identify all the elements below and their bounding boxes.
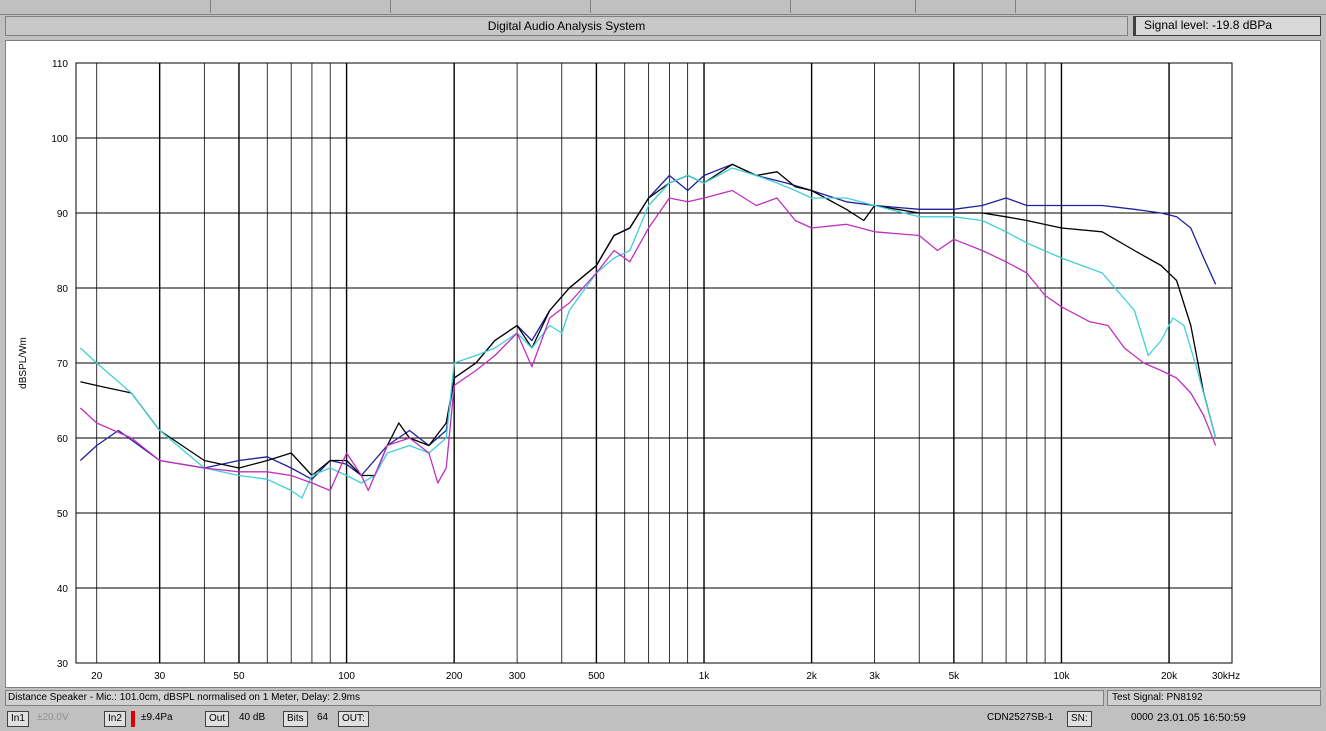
tab-segment[interactable] [915, 0, 1016, 13]
in2-range: ±9.4Pa [141, 712, 173, 723]
series-lines [79, 163, 1217, 499]
x-tick-label: 50 [233, 671, 245, 682]
y-tick-label: 50 [57, 509, 69, 520]
in1-range: ±20.0V [37, 712, 69, 723]
top-tab-strip [0, 0, 1326, 15]
sn-value: 0000 [1131, 712, 1154, 723]
y-tick-label: 110 [52, 59, 68, 70]
x-tick-label: 30kHz [1212, 671, 1240, 682]
status-bar: In1 ±20.0V In2 ±9.4Pa Out 40 dB Bits 64 … [5, 710, 1321, 728]
in1-button[interactable]: In1 [7, 711, 29, 727]
y-axis-label: dBSPL/Wm [18, 337, 29, 389]
test-signal-info: Test Signal: PN8192 [1107, 690, 1321, 706]
device-name: CDN2527SB-1 [987, 712, 1054, 723]
bits-value: 64 [317, 712, 329, 723]
tab-segment[interactable] [790, 0, 916, 13]
tab-segment[interactable] [390, 0, 591, 13]
tab-segment[interactable] [590, 0, 791, 13]
x-tick-label: 2k [806, 671, 818, 682]
y-tick-label: 60 [57, 434, 69, 445]
y-tick-label: 100 [51, 134, 68, 145]
measurement-info: Distance Speaker - Mic.: 101.0cm, dBSPL … [5, 690, 1104, 706]
series-line [79, 167, 1217, 499]
x-tick-labels: 20 30 50 100 200 300 500 1k 2k 3k 5k 10k 20k 30kHz [91, 671, 1240, 682]
grid [75, 62, 1233, 664]
y-tick-labels: 30 40 50 60 70 80 90 100 110 [51, 59, 68, 670]
x-tick-label: 100 [338, 671, 355, 682]
bits-button[interactable]: Bits [283, 711, 308, 727]
tab-segment[interactable] [210, 0, 391, 13]
tab-segment[interactable] [0, 0, 211, 13]
in2-button[interactable]: In2 [104, 711, 126, 727]
plot-frame [75, 62, 1233, 664]
x-tick-label: 20k [1161, 671, 1178, 682]
x-tick-label: 30 [154, 671, 166, 682]
series-line [80, 163, 1217, 477]
y-tick-label: 40 [57, 584, 69, 595]
x-tick-label: 10k [1053, 671, 1070, 682]
x-tick-label: 3k [869, 671, 881, 682]
window-title: Digital Audio Analysis System [5, 16, 1128, 36]
y-tick-label: 30 [57, 659, 69, 670]
in2-level-indicator [131, 711, 135, 727]
series-line [79, 189, 1217, 492]
y-tick-label: 80 [57, 284, 69, 295]
y-tick-label: 90 [57, 209, 69, 220]
x-tick-label: 5k [949, 671, 961, 682]
y-tick-label: 70 [57, 359, 69, 370]
sn-button[interactable]: SN: [1067, 711, 1092, 727]
out-level: 40 dB [239, 712, 266, 723]
signal-level-readout: Signal level: -19.8 dBPa [1133, 16, 1321, 36]
out-button[interactable]: Out [205, 711, 230, 727]
x-tick-label: 1k [699, 671, 711, 682]
output-button[interactable]: OUT: [338, 711, 369, 727]
chart-panel: 30 40 50 60 70 80 90 100 110 20 30 50 100 200 300 500 1… [5, 40, 1321, 688]
date-time: 23.01.05 16:50:59 [1157, 712, 1246, 724]
x-tick-label: 300 [509, 671, 526, 682]
frequency-response-chart: 30 40 50 60 70 80 90 100 110 20 30 50 100 200 300 500 1… [18, 59, 1240, 682]
x-tick-label: 500 [588, 671, 605, 682]
x-tick-label: 20 [91, 671, 103, 682]
x-tick-label: 200 [446, 671, 463, 682]
